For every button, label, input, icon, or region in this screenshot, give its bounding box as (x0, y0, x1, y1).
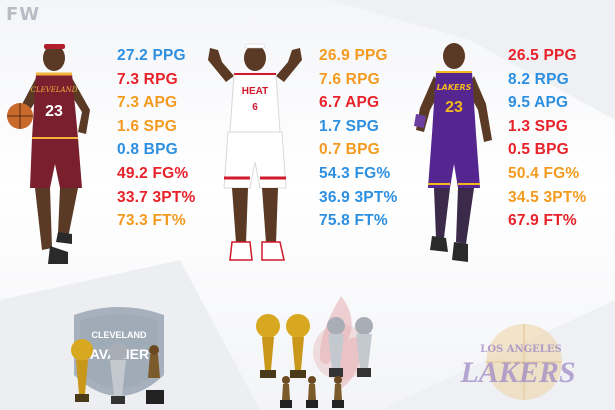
finals-mvp-trophy-icon (146, 345, 164, 404)
championship-trophy-icon (286, 314, 310, 378)
stat-3pt-pct: 34.5 3PT% (508, 188, 587, 206)
lakers-logo-top-text: LOS ANGELES (480, 344, 561, 355)
lakers-logo-main-text: LAKERS (459, 356, 575, 389)
cavaliers-trophies (71, 339, 164, 404)
mvp-trophy-icon (355, 317, 373, 377)
stat-spg: 1.7 SPG (319, 117, 380, 135)
stats-column-heat: 26.9 PPG 7.6 RPG 6.7 APG 1.7 SPG 0.7 BPG… (319, 44, 398, 233)
heat-jersey-name: HEAT (242, 86, 268, 97)
mvp-trophy-icon (327, 317, 345, 377)
stat-3pt-pct: 36.9 3PT% (319, 188, 398, 206)
stat-bpg: 0.8 BPG (117, 141, 178, 159)
stat-fg-pct: 50.4 FG% (508, 164, 580, 182)
lakers-logo: LOS ANGELES LAKERS (459, 324, 576, 400)
championship-trophy-icon (71, 339, 93, 402)
stat-ppg: 27.2 PPG (117, 47, 186, 64)
player-cavaliers-image: CLEVELAND 23 (7, 44, 90, 264)
stats-column-cavaliers: 27.2 PPG 7.3 RPG 7.3 APG 1.6 SPG 0.8 BPG… (117, 44, 196, 233)
stat-ppg: 26.5 PPG (508, 47, 577, 64)
stat-rpg: 7.3 RPG (117, 70, 178, 88)
heat-trophies (256, 314, 373, 408)
stat-ft-pct: 73.3 FT% (117, 212, 186, 230)
stat-apg: 6.7 APG (319, 94, 380, 112)
finals-mvp-trophy-icon (306, 376, 318, 408)
championship-trophy-icon (256, 314, 280, 378)
stat-bpg: 0.7 BPG (319, 141, 380, 159)
cavaliers-jersey-name: CLEVELAND (31, 86, 78, 94)
mvp-trophy-icon (109, 343, 127, 404)
player-heat-image: HEAT 6 (208, 43, 302, 261)
finals-mvp-trophy-icon (280, 376, 292, 408)
cavaliers-logo-top-text: CLEVELAND (91, 330, 147, 340)
player-lakers-image: LAKERS 23 (414, 43, 492, 262)
lakers-jersey-name: LAKERS (437, 83, 472, 92)
stat-rpg: 7.6 RPG (319, 70, 380, 88)
stat-fg-pct: 49.2 FG% (117, 164, 189, 182)
stats-column-lakers: 26.5 PPG 8.2 RPG 9.5 APG 1.3 SPG 0.5 BPG… (508, 44, 587, 233)
stat-rpg: 8.2 RPG (508, 70, 569, 88)
fw-logo: FW (6, 4, 41, 25)
stat-apg: 7.3 APG (117, 94, 178, 112)
heat-jersey-number: 6 (252, 102, 258, 113)
lakers-jersey-number: 23 (445, 99, 463, 116)
stat-bpg: 0.5 BPG (508, 141, 569, 159)
cavaliers-jersey-number: 23 (45, 103, 63, 120)
stat-ft-pct: 75.8 FT% (319, 212, 388, 230)
stat-ppg: 26.9 PPG (319, 47, 388, 64)
stat-fg-pct: 54.3 FG% (319, 164, 391, 182)
stat-apg: 9.5 APG (508, 94, 569, 112)
stat-ft-pct: 67.9 FT% (508, 212, 577, 230)
finals-mvp-trophy-icon (332, 376, 344, 408)
stat-spg: 1.3 SPG (508, 117, 569, 135)
stat-3pt-pct: 33.7 3PT% (117, 188, 196, 206)
stat-spg: 1.6 SPG (117, 117, 178, 135)
